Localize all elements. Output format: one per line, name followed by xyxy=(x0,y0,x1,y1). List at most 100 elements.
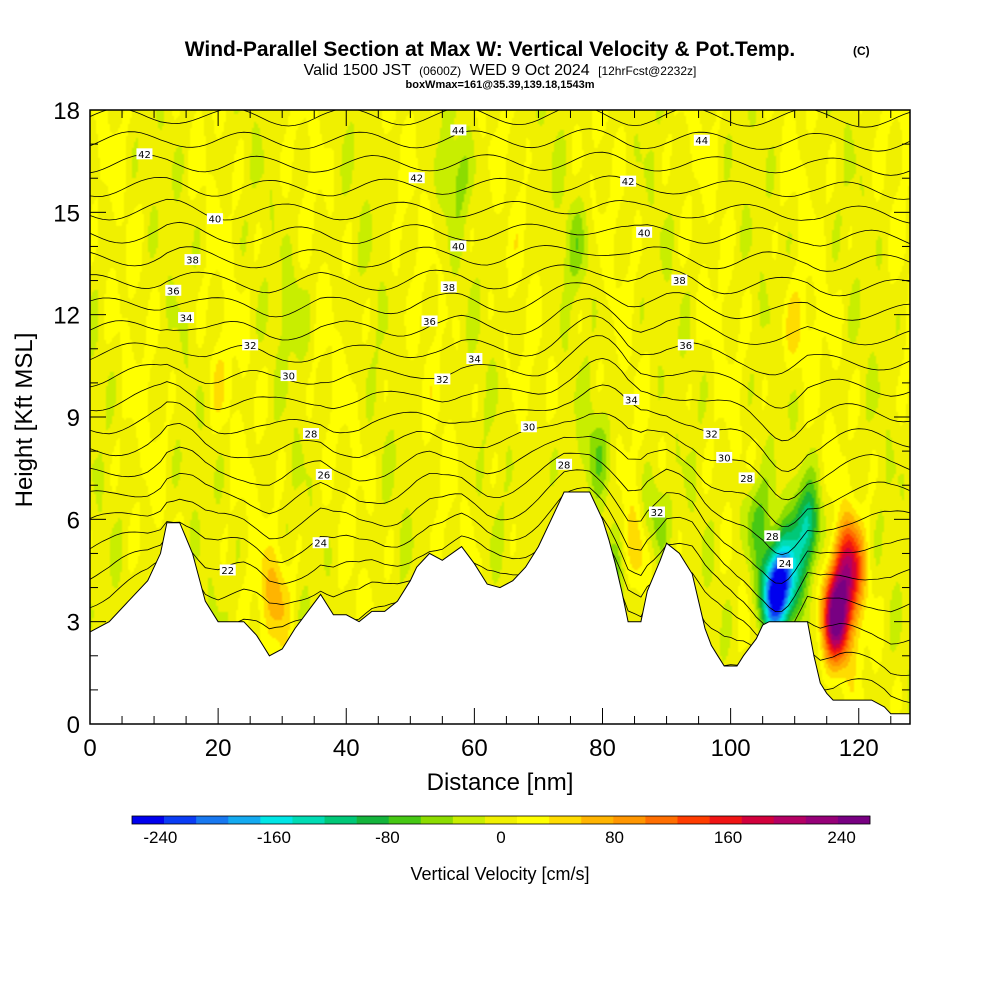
contour-label-text: 34 xyxy=(625,395,638,406)
contour-label-text: 34 xyxy=(468,355,481,366)
valid-date: WED 9 Oct 2024 xyxy=(470,62,590,79)
axis-ticks xyxy=(89,109,910,725)
theta-contour-35 xyxy=(90,315,910,376)
theta-contour-38 xyxy=(90,264,910,297)
contour-label-text: 36 xyxy=(167,286,180,297)
colorbar-swatch xyxy=(741,816,775,824)
colorbar-swatch xyxy=(645,816,678,824)
contour-label-bg xyxy=(636,226,653,238)
contour-label-bg xyxy=(421,315,438,327)
contour-label-text: 36 xyxy=(679,341,692,352)
contour-label-36: 36 xyxy=(677,339,694,352)
contour-label-38: 38 xyxy=(440,281,457,294)
colorbar-swatch xyxy=(292,816,325,824)
contour-label-text: 44 xyxy=(695,136,708,147)
contour-label-text: 34 xyxy=(180,314,193,325)
contour-label-40: 40 xyxy=(450,240,467,253)
chart-title-copyright: (C) xyxy=(853,44,870,58)
contour-label-34: 34 xyxy=(466,353,483,366)
colorbar-swatch xyxy=(196,816,229,824)
contour-label-32: 32 xyxy=(242,339,259,352)
y-tick-label: 18 xyxy=(53,98,80,125)
contour-label-text: 30 xyxy=(718,453,731,464)
contour-label-38: 38 xyxy=(184,254,201,267)
contour-label-bg xyxy=(738,472,755,484)
contour-label-text: 42 xyxy=(410,174,423,185)
contour-label-bg xyxy=(648,506,665,518)
contour-label-bg xyxy=(620,175,637,187)
contour-label-bg xyxy=(677,339,694,351)
contour-label-text: 24 xyxy=(314,539,327,550)
contour-label-text: 32 xyxy=(436,375,449,386)
contour-label-bg xyxy=(219,564,236,576)
contour-label-28: 28 xyxy=(738,472,755,485)
theta-contour-45 xyxy=(90,110,910,128)
contour-label-bg xyxy=(315,468,332,480)
contour-label-text: 28 xyxy=(305,430,318,441)
theta-contour-34 xyxy=(90,335,910,409)
contour-label-text: 32 xyxy=(705,430,718,441)
theta-contour-40 xyxy=(90,221,910,247)
contour-label-24: 24 xyxy=(777,557,794,570)
y-tick-label: 6 xyxy=(67,507,80,534)
colorbar-swatch xyxy=(132,816,165,824)
y-axis-title: Height [Kft MSL] xyxy=(11,333,38,508)
contour-label-bg xyxy=(242,339,259,351)
theta-contour-31 xyxy=(90,412,910,501)
contour-label-28: 28 xyxy=(764,530,781,543)
colorbar-swatch xyxy=(709,816,742,824)
contour-label-bg xyxy=(206,213,223,225)
colorbar-frame xyxy=(131,815,871,825)
contour-label-44: 44 xyxy=(693,134,710,147)
y-tick-label: 9 xyxy=(67,405,80,432)
theta-contour-28 xyxy=(90,469,910,584)
contour-label-34: 34 xyxy=(623,393,640,406)
contour-label-text: 36 xyxy=(423,317,436,328)
chart-title: Wind-Parallel Section at Max W: Vertical… xyxy=(185,38,796,61)
colorbar-tick-label: -160 xyxy=(257,828,291,847)
contour-label-bg xyxy=(280,370,297,382)
contour-label-text: 38 xyxy=(442,283,455,294)
colorbar-swatch xyxy=(164,816,197,824)
colorbar-tick-label: 80 xyxy=(605,828,624,847)
contour-label-40: 40 xyxy=(636,226,653,239)
contour-label-bg xyxy=(450,124,467,136)
terrain-mask xyxy=(90,491,910,724)
x-tick-label: 100 xyxy=(711,735,751,762)
contour-label-bg xyxy=(178,312,195,324)
contour-label-text: 26 xyxy=(317,470,330,481)
colorbar-swatch xyxy=(677,816,710,824)
contour-label-24: 24 xyxy=(312,537,329,550)
contour-label-42: 42 xyxy=(408,172,425,185)
colorbar-swatch xyxy=(484,816,518,824)
contour-labels: 42 44 44 42 42 40 40 40 38 38 38 36 36 36 34 34 34 32 32 32… xyxy=(136,124,794,577)
contour-label-text: 22 xyxy=(221,566,234,577)
colorbar-swatch xyxy=(549,816,582,824)
theta-contour-39 xyxy=(90,245,910,272)
forecast-info: [12hrFcst@2232z] xyxy=(598,64,696,78)
contour-label-22: 22 xyxy=(219,564,236,577)
contour-label-32: 32 xyxy=(648,506,665,519)
valid-time-utc: (0600Z) xyxy=(419,64,461,78)
contour-label-bg xyxy=(440,281,457,293)
contour-label-text: 24 xyxy=(779,559,792,570)
contour-label-26: 26 xyxy=(315,468,332,481)
contour-label-bg xyxy=(520,421,537,433)
chart-subtitle: Valid 1500 JST (0600Z) WED 9 Oct 2024 [1… xyxy=(304,62,697,79)
contour-label-bg xyxy=(703,428,720,440)
x-tick-label: 0 xyxy=(83,735,96,762)
theta-contour-32 xyxy=(90,384,910,472)
colorbar xyxy=(131,815,871,825)
colorbar-swatch xyxy=(324,816,357,824)
contour-label-text: 40 xyxy=(638,228,651,239)
contour-label-32: 32 xyxy=(434,373,451,386)
contour-label-bg xyxy=(671,274,688,286)
colorbar-swatch xyxy=(837,816,871,824)
contour-label-text: 42 xyxy=(138,150,151,161)
theta-contour-41 xyxy=(90,198,910,224)
contour-label-bg xyxy=(165,284,182,296)
colorbar-tick-label: -240 xyxy=(143,828,177,847)
colorbar-swatch xyxy=(388,816,422,824)
theta-contour-37 xyxy=(90,282,910,321)
